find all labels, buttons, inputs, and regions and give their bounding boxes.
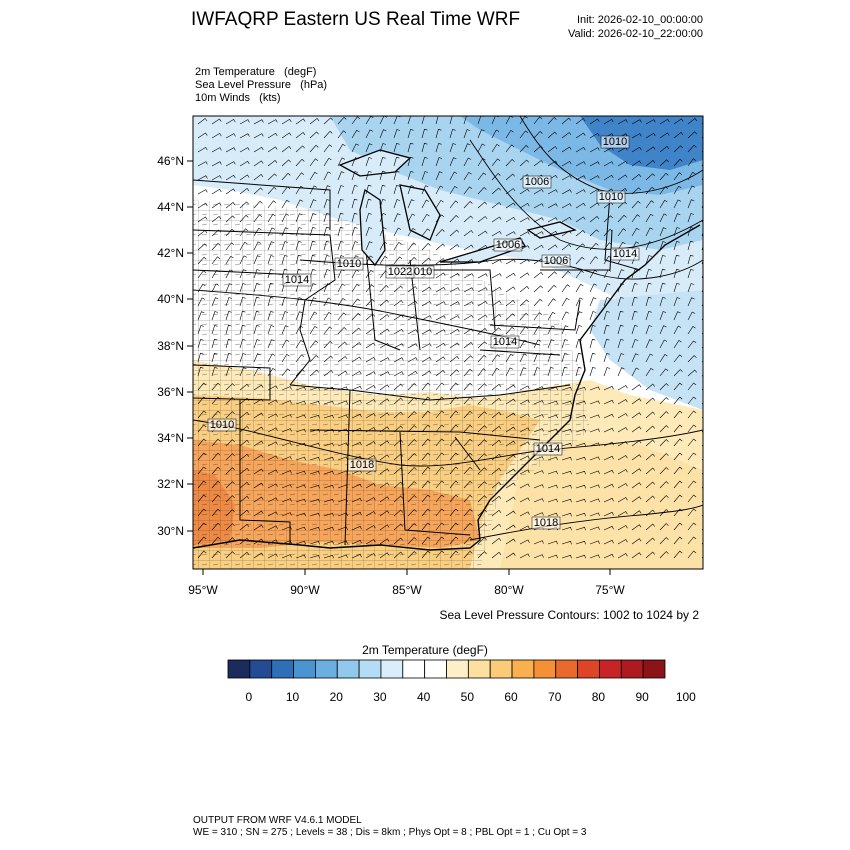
pressure-label-box [531, 516, 561, 530]
lat-label: 32°N [157, 477, 184, 491]
field-list: 2m Temperature (degF) Sea Level Pressure… [195, 66, 327, 105]
pressure-label: 1006 [496, 239, 520, 251]
colorbar-swatch [599, 659, 622, 679]
colorbar-swatch [314, 659, 338, 679]
field-temperature: 2m Temperature (degF) [195, 66, 317, 78]
lat-label: 38°N [157, 339, 184, 353]
colorbar [227, 659, 666, 679]
colorbar-label: 40 [416, 690, 431, 704]
latitude-labels: 46°N 44°N 42°N 40°N 38°N 36°N 34°N 32°N 30°N [157, 154, 193, 538]
colorbar-label: 30 [373, 690, 387, 704]
valid-time: Valid: 2026-02-10_22:00:00 [568, 28, 703, 40]
pressure-label-box [207, 418, 237, 432]
contour-note: Sea Level Pressure Contours: 1002 to 102… [439, 608, 700, 622]
pressure-label-box [334, 257, 364, 271]
pressure-label: 1018 [350, 459, 374, 471]
colorbar-swatch [555, 659, 579, 679]
footer-model: OUTPUT FROM WRF V4.6.1 MODEL [193, 815, 362, 826]
colorbar-swatch [642, 659, 666, 679]
pressure-label: 1010 [599, 191, 623, 203]
colorbar-label: 100 [675, 690, 696, 704]
pressure-label: 1010 [603, 136, 627, 148]
colorbar-swatch [577, 659, 600, 679]
colorbar-label: 20 [329, 690, 343, 704]
colorbar-swatch [358, 659, 382, 679]
colorbar-swatch [533, 659, 557, 679]
lat-label: 42°N [157, 246, 184, 260]
pressure-label: 1014 [613, 248, 637, 260]
colorbar-swatch [402, 659, 426, 679]
colorbar-label: 50 [460, 690, 475, 704]
lat-label: 40°N [157, 292, 184, 306]
coastline [193, 224, 701, 551]
coldest-region [580, 116, 703, 170]
run-times: Init: 2026-02-10_00:00:00 Valid: 2026-02… [568, 13, 703, 41]
pressure-label-box [596, 190, 626, 204]
colorbar-label: 90 [635, 690, 649, 704]
lat-label: 36°N [157, 385, 184, 399]
pressure-label-box [347, 458, 377, 472]
pressure-contours [193, 116, 703, 541]
pressure-label-box [282, 273, 312, 287]
lon-label: 90°W [290, 583, 320, 597]
pressure-label: 1006 [525, 176, 549, 188]
lon-label: 75°W [595, 583, 625, 597]
pressure-label-box [385, 265, 415, 279]
pressure-label-box [522, 175, 552, 189]
colorbar-title: 2m Temperature (degF) [362, 643, 488, 657]
colorbar-swatch [293, 659, 316, 679]
great-lakes [338, 149, 577, 267]
pressure-label-box [493, 238, 523, 252]
colorbar-label: 70 [548, 690, 562, 704]
colorbar-label: 80 [591, 690, 606, 704]
colorbar-swatch [489, 659, 513, 679]
pressure-labels: 1010 1006 1010 1006 1006 1014 1014 1010 1010 1014… [207, 135, 640, 530]
colorbar-swatch [511, 659, 535, 679]
colorbar-swatch [446, 659, 469, 679]
map-frame [192, 115, 704, 570]
lat-label: 30°N [157, 524, 184, 538]
colorbar-swatch [271, 659, 294, 679]
pressure-label-box [541, 254, 571, 268]
pressure-label: 1010 [337, 258, 361, 270]
colorbar-swatch [467, 659, 491, 679]
init-time: Init: 2026-02-10_00:00:00 [577, 14, 703, 26]
footer-config: WE = 310 ; SN = 275 ; Levels = 38 ; Dis … [193, 827, 587, 838]
pressure-label: 1010 [210, 419, 234, 431]
pressure-label: 1022 [388, 266, 412, 278]
colorbar-swatch [249, 659, 273, 679]
colorbar-swatch [227, 659, 251, 679]
lon-label: 95°W [188, 583, 218, 597]
colorbar-label: 60 [504, 690, 518, 704]
pressure-label: 1018 [534, 517, 558, 529]
lat-label: 44°N [157, 200, 184, 214]
pressure-label: 1006 [544, 255, 568, 267]
field-winds: 10m Winds (kts) [195, 92, 281, 104]
lat-label: 34°N [157, 431, 184, 445]
field-pressure: Sea Level Pressure (hPa) [195, 79, 328, 91]
colorbar-swatch [424, 659, 447, 679]
lon-label: 80°W [494, 583, 524, 597]
ocean-warm [500, 440, 703, 569]
county-lines [193, 200, 590, 569]
colorbar-swatch [336, 659, 360, 679]
pressure-label-box [533, 442, 563, 456]
lat-label: 46°N [157, 154, 184, 168]
page-title: IWFAQRP Eastern US Real Time WRF [191, 9, 521, 30]
colorbar-label: 0 [245, 690, 253, 704]
pressure-label: 1014 [493, 336, 517, 348]
pressure-label-box [610, 247, 640, 261]
map-plot-area [193, 116, 703, 569]
colorbar-label: 10 [285, 690, 300, 704]
lon-label: 85°W [392, 583, 422, 597]
pressure-label: 1014 [285, 274, 309, 286]
colorbar-swatch [380, 659, 404, 679]
longitude-labels: 95°W 90°W 85°W 80°W 75°W [188, 569, 625, 597]
colorbar-swatch [620, 659, 644, 679]
pressure-label-box [600, 135, 630, 149]
pressure-label: 1014 [536, 443, 560, 455]
pressure-label-box [490, 335, 520, 349]
model-footer: OUTPUT FROM WRF V4.6.1 MODEL WE = 310 ; … [193, 815, 586, 839]
